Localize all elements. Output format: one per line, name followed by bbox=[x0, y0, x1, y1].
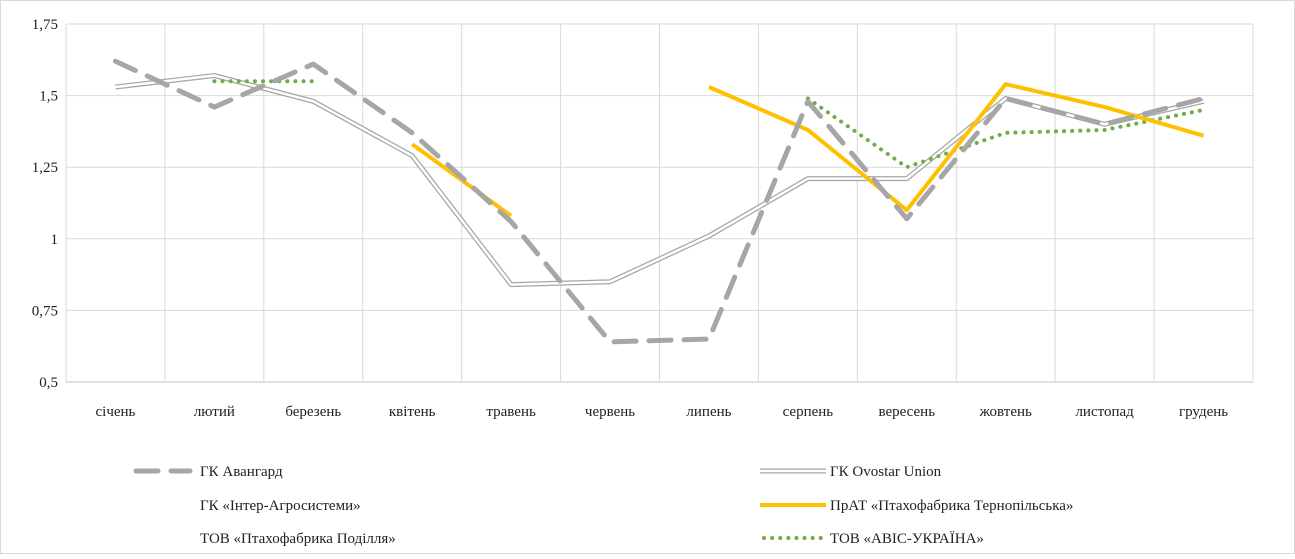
y-tick-label: 0,5 bbox=[39, 375, 58, 391]
legend-label: ПрАТ «Птахофабрика Тернопільська» bbox=[830, 498, 1073, 514]
x-tick-label: квітень bbox=[389, 404, 436, 420]
legend: ГК Авангард ГК Ovostar Union ГК «Інтер-Агр… bbox=[133, 464, 1073, 547]
x-tick-label: грудень bbox=[1179, 404, 1228, 420]
x-tick-label: вересень bbox=[879, 404, 936, 420]
series-line-ternopilska bbox=[708, 82, 1205, 213]
legend-label: ТОВ «АВІС-УКРАЇНА» bbox=[830, 530, 984, 547]
x-tick-label: травень bbox=[486, 404, 536, 420]
y-tick-label: 1,25 bbox=[32, 160, 58, 176]
legend-label: ТОВ «Птахофабрика Поділля» bbox=[200, 531, 396, 547]
x-tick-label: листопад bbox=[1075, 404, 1134, 420]
series-lines bbox=[112, 58, 1207, 345]
y-axis-tick-labels: 0,5 0,75 1 1,25 1,5 1,75 bbox=[32, 17, 58, 391]
y-tick-label: 1,75 bbox=[32, 17, 58, 33]
y-tick-label: 0,75 bbox=[32, 303, 58, 319]
x-tick-label: березень bbox=[285, 404, 341, 420]
x-tick-label: липень bbox=[686, 404, 731, 420]
y-tick-label: 1 bbox=[51, 232, 59, 248]
series-line-avangard bbox=[112, 58, 1207, 345]
legend-label: ГК Авангард bbox=[200, 464, 283, 480]
x-axis-tick-labels: січень лютий березень квітень травень червень… bbox=[96, 404, 1229, 420]
gridlines bbox=[65, 23, 1254, 383]
x-tick-label: лютий bbox=[194, 404, 235, 420]
x-tick-label: жовтень bbox=[979, 404, 1032, 420]
series-line-avis bbox=[805, 96, 1206, 170]
x-tick-label: січень bbox=[96, 404, 136, 420]
y-tick-label: 1,5 bbox=[39, 89, 58, 105]
legend-label: ГК «Інтер-Агросистеми» bbox=[200, 498, 361, 514]
x-tick-label: серпень bbox=[783, 404, 834, 420]
legend-label: ГК Ovostar Union bbox=[830, 464, 942, 480]
x-tick-label: червень bbox=[585, 404, 635, 420]
